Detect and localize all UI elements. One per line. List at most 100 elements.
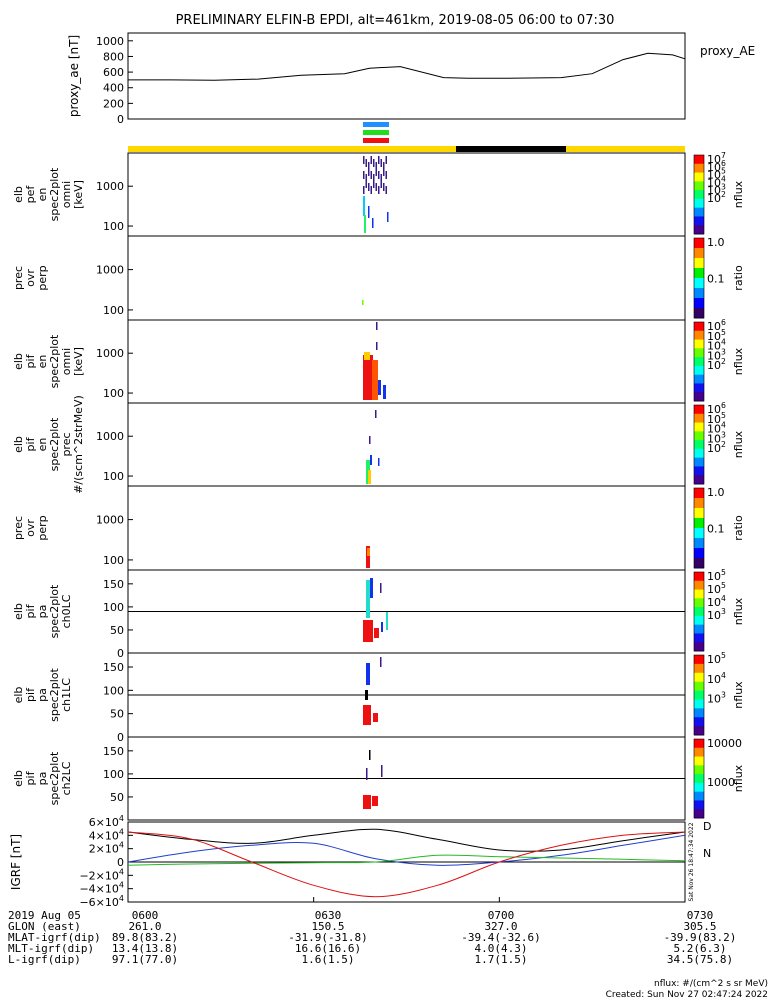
igrf-series-line	[127, 831, 686, 898]
spectrogram-ylabel-line: [keV]	[72, 180, 85, 209]
footer-row-value: 97.1(77.0)	[112, 953, 178, 966]
spectrogram-ylabel-line: prec	[12, 266, 25, 290]
igrf-ytick-label: 4×104	[89, 827, 124, 842]
proxy-ae-frame	[127, 32, 686, 120]
igrf-ytick-label: 0	[117, 856, 124, 869]
spectrogram-cell	[375, 183, 377, 191]
footer-row-value: 89.8(83.2)	[112, 931, 178, 944]
igrf-ytick-label: −6×104	[79, 894, 124, 909]
colorbar-segment	[694, 747, 704, 758]
spectrogram-cell	[363, 705, 371, 725]
colorbar-tick-label: 106	[707, 318, 726, 333]
science-zone-tick-red	[363, 138, 389, 143]
footer-row-value: -39.4(-32.6)	[461, 931, 540, 944]
colorbar-segment	[694, 518, 704, 529]
spectrogram-ylabel-line: omni	[60, 181, 73, 208]
spectrogram-frame	[127, 485, 686, 571]
colorbar-segment	[694, 422, 704, 432]
spectrogram-cell	[368, 183, 370, 191]
colorbar-segment	[694, 607, 704, 617]
colorbar-segment	[694, 475, 704, 485]
colorbar-segment	[694, 440, 704, 450]
spectrogram-ylabel-line: prec	[60, 432, 73, 456]
colorbar-segment	[694, 774, 704, 784]
spectrogram-cell	[363, 196, 365, 216]
spectrogram-frame	[127, 319, 686, 404]
spectrogram-cell	[383, 162, 385, 170]
colorbar-segment	[694, 448, 704, 459]
colorbar-tick-label: 0.1	[707, 272, 725, 285]
colorbar-tick-label: 103	[707, 347, 726, 362]
proxy-ae-legend: proxy_AE	[700, 44, 755, 58]
spectrogram-ylabel-line: perp	[36, 515, 49, 540]
spectrogram-cell	[376, 342, 378, 350]
spectrogram-ylabel-line: ch2LC	[60, 761, 73, 795]
colorbar-segment	[694, 392, 704, 402]
colorbar-tick-label: 104	[707, 421, 726, 436]
science-zone-tick-blue	[363, 122, 389, 127]
colorbar-segment	[694, 298, 704, 309]
spectrogram-ylabel-line: pif	[24, 353, 37, 368]
spectrogram-ytick-label: 100	[103, 387, 124, 400]
colorbar-tick-label: 106	[707, 401, 726, 416]
colorbar-tick-label: 1.0	[707, 486, 725, 499]
orbit-footer: 2019 Aug 05 0600 0630 0700 0730 GLON (east) 26…	[8, 897, 736, 966]
spectrogram-ytick-label: 50	[110, 791, 124, 804]
colorbar-segment	[694, 528, 704, 539]
proxy-ae-ytick-label: 600	[103, 66, 124, 79]
colorbar-segment	[694, 589, 704, 599]
spectrogram-cell	[364, 215, 366, 233]
spectrogram-frame	[127, 152, 686, 237]
colorbar-tick-label: 105	[707, 651, 726, 666]
spectrogram-ytick-label: 100	[103, 768, 124, 781]
colorbar-segment	[694, 488, 704, 499]
colorbar-tick-label: 105	[707, 167, 726, 182]
colorbar-tick-label: 10000	[707, 737, 742, 750]
spectrogram-cell	[370, 578, 373, 598]
sunlit-bar	[128, 146, 685, 152]
footer-row-value: 150.5	[311, 920, 344, 933]
spectrogram-ylabel-line: pa	[36, 605, 49, 619]
colorbar-segment	[694, 288, 704, 299]
spectrogram-cell	[363, 186, 365, 194]
spectrogram-cell	[368, 168, 370, 176]
footer-row-label: L-igrf(dip)	[8, 953, 81, 966]
colorbar-tick-label: 1000	[707, 776, 735, 789]
spectrogram-ylabel-line: elb	[12, 186, 25, 203]
unit-note: nflux: #/(cm^2 s sr MeV)	[654, 979, 768, 989]
colorbar-segment	[694, 672, 704, 683]
proxy-ae-ytick-label: 200	[103, 97, 124, 110]
spectrogram-cell	[367, 548, 370, 556]
spectrogram-panel: 150 100 50 0 elb pif pa spec2plot ch1LC 105 104 103…	[12, 651, 745, 744]
igrf-side-label-d: D	[703, 820, 711, 833]
spectrogram-ytick-label: 100	[103, 470, 124, 483]
spectrogram-cell	[369, 436, 371, 444]
spectrogram-ytick-label: 150	[103, 578, 124, 591]
spectrogram-cell	[374, 628, 379, 638]
footer-row-value: 4.0(4.3)	[475, 942, 528, 955]
colorbar-frame	[693, 404, 705, 485]
spectrogram-ytick-label: 100	[103, 220, 124, 233]
spectrogram-cell	[380, 180, 382, 188]
colorbar-label: nflux	[732, 180, 745, 208]
colorbar-segment	[694, 181, 704, 191]
spectrogram-cell	[372, 796, 378, 806]
spectrogram-cell	[385, 171, 387, 179]
side-timestamp: Sat Nov 26 18:47:34 2022	[688, 822, 695, 901]
footer-row-value: 5.2(6.3)	[674, 942, 727, 955]
science-zone-tick-green	[363, 130, 389, 135]
spectrogram-cell	[365, 174, 367, 182]
spectrogram-cell	[375, 410, 377, 418]
colorbar-tick-label: 105	[707, 411, 726, 426]
igrf-ytick-label: 6×104	[89, 814, 124, 829]
spectrogram-ytick-label: 100	[103, 304, 124, 317]
spectrogram-panel: 1000 100 prec ovr perp 1.0 0.1 ratio	[12, 485, 745, 571]
colorbar-tick-label: 103	[707, 430, 726, 445]
colorbar-segment	[694, 225, 704, 235]
spectrogram-cell	[385, 156, 387, 164]
spectrogram-cell	[369, 750, 371, 760]
colorbar-segment	[694, 198, 704, 209]
colorbar-segment	[694, 655, 704, 665]
colorbar-tick-label: 104	[707, 174, 726, 189]
